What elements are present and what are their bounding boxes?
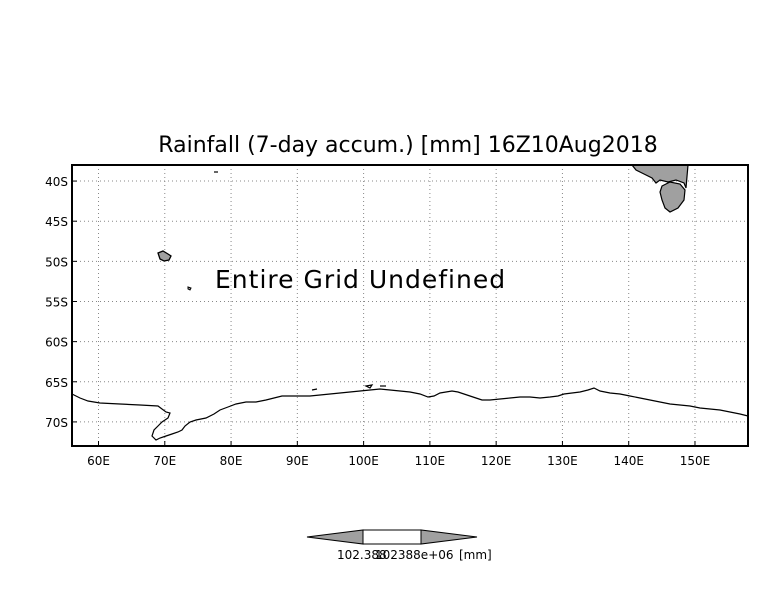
lon-tick-label: 140E — [613, 454, 644, 468]
antarctica-coast — [71, 387, 749, 441]
grid-lines — [72, 165, 748, 446]
lon-tick-label: 100E — [348, 454, 379, 468]
colorbar-box — [362, 529, 422, 545]
colorbar-left-label: 102.388 — [337, 548, 387, 562]
lon-tick-label: 130E — [547, 454, 578, 468]
lat-tick-label: 70S — [45, 416, 68, 430]
lat-tick-label: 55S — [45, 295, 68, 309]
lat-tick-label: 60S — [45, 336, 68, 350]
heard-island — [187, 286, 192, 291]
lon-tick-label: 80E — [220, 454, 243, 468]
colorbar-unit: [mm] — [459, 548, 492, 562]
tasmania — [659, 181, 686, 213]
colorbar-right-label: 102388e+06 — [375, 548, 454, 562]
map-frame — [71, 164, 749, 447]
map-panel: Entire Grid Undefined 60E 70E 80E 90E 100E 11… — [45, 164, 749, 468]
lat-tick-label: 40S — [45, 175, 68, 189]
longitude-axis: 60E 70E 80E 90E 100E 110E 120E 130E 140E 150E — [87, 441, 710, 468]
lon-tick-label: 150E — [680, 454, 711, 468]
antarctica-islet — [364, 384, 374, 389]
colorbar-left-arrow — [306, 529, 364, 545]
latitude-axis: 40S 45S 50S 55S 60S 65S 70S — [45, 175, 77, 430]
lon-tick-label: 60E — [87, 454, 110, 468]
map-title: Rainfall (7-day accum.) [mm] 16Z10Aug201… — [158, 133, 657, 158]
lat-tick-label: 65S — [45, 376, 68, 390]
lon-tick-label: 70E — [153, 454, 176, 468]
lon-tick-label: 120E — [481, 454, 512, 468]
lon-tick-label: 110E — [415, 454, 446, 468]
map-background — [72, 165, 748, 446]
lat-tick-label: 50S — [45, 255, 68, 269]
undefined-grid-message: Entire Grid Undefined — [215, 265, 506, 294]
colorbar-right-arrow — [420, 529, 478, 545]
antarctica-islet — [311, 388, 318, 391]
lon-tick-label: 90E — [286, 454, 309, 468]
lat-tick-label: 45S — [45, 215, 68, 229]
colorbar: 102.388 102388e+06 [mm] — [306, 529, 492, 562]
australia-coast — [630, 164, 689, 189]
kerguelen-islands — [157, 250, 172, 262]
